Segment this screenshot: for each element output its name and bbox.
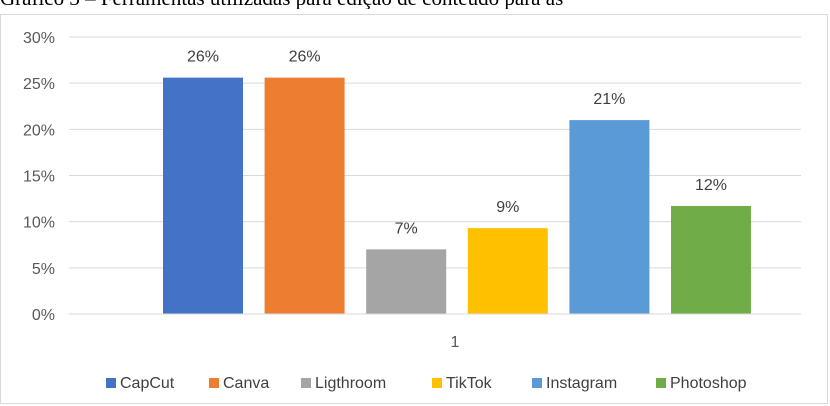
legend-swatch (301, 378, 311, 388)
y-tick-label: 15% (23, 169, 55, 186)
legend-entry-instagram: Instagram (546, 375, 617, 392)
data-label: 26% (187, 49, 219, 66)
data-labels: 26% 26% 7% 9% 21% 12% (187, 49, 727, 238)
y-tick-label: 20% (23, 122, 55, 139)
x-category-label: 1 (451, 334, 460, 351)
chart-caption: Gráfico 3 – Ferramentas utilizadas para … (0, 0, 830, 9)
y-tick-label: 25% (23, 76, 55, 93)
data-label: 12% (695, 177, 727, 194)
legend-swatch (532, 378, 542, 388)
y-tick-label: 5% (32, 261, 55, 278)
legend-swatch (656, 378, 666, 388)
bar-instagram (569, 120, 650, 314)
data-label: 7% (395, 220, 418, 237)
bar-capcut (163, 77, 243, 314)
data-label: 26% (289, 49, 321, 66)
bar-canva (264, 77, 345, 314)
legend-entry-canva: Canva (223, 375, 269, 392)
x-axis: 1 (69, 313, 801, 351)
bar-ligthroom (366, 249, 447, 314)
legend-entry-ligthroom: Ligthroom (315, 375, 386, 392)
legend-swatch (209, 378, 219, 388)
legend-entry-capcut: CapCut (120, 375, 175, 392)
y-tick-label: 30% (23, 30, 55, 47)
legend-swatch (106, 378, 116, 388)
y-tick-label: 10% (23, 215, 55, 232)
bar-photoshop (671, 205, 751, 314)
chart-frame: 0% 5% 10% 15% 20% 25% 30% 26% 26% 7% 9% 21% 12% 1 C… (0, 14, 828, 404)
y-axis-ticks: 0% 5% 10% 15% 20% 25% 30% (23, 30, 55, 324)
bars (163, 77, 751, 314)
legend-entry-tiktok: TikTok (446, 375, 493, 392)
legend-swatch (432, 378, 442, 388)
legend-entry-photoshop: Photoshop (670, 375, 747, 392)
data-label: 21% (593, 91, 625, 108)
bar-tiktok (467, 228, 548, 314)
y-tick-label: 0% (32, 307, 55, 324)
bar-chart: 0% 5% 10% 15% 20% 25% 30% 26% 26% 7% 9% 21% 12% 1 C… (23, 30, 801, 392)
legend: CapCut Canva Ligthroom TikTok Instagram Photo… (106, 375, 747, 392)
data-label: 9% (496, 199, 519, 216)
